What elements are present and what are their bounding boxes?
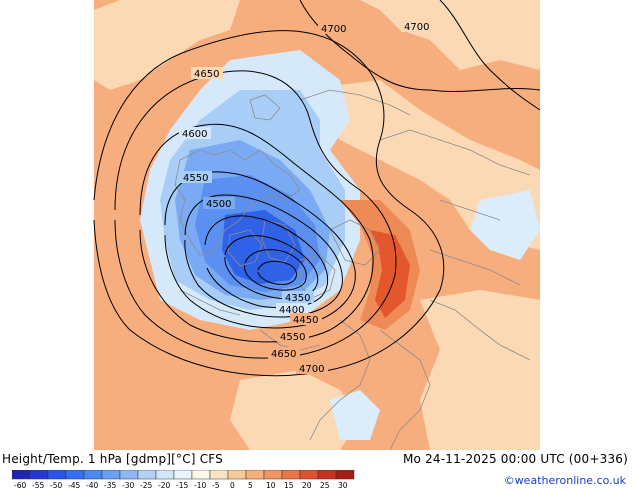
credit-link[interactable]: ©weatheronline.co.uk	[503, 474, 626, 487]
contour-label: 4550	[280, 332, 305, 343]
contour-labels: 4700 4700 4650 4600 4550 4500 4350 4400 …	[179, 20, 433, 375]
temperature-field	[94, 0, 540, 450]
colorbar-tick-label: 25	[320, 481, 330, 490]
colorbar-tick-label: -15	[176, 481, 188, 490]
colorbar-tick-label: 30	[338, 481, 348, 490]
colorbar-tick-label: -35	[104, 481, 116, 490]
colorbar-tick-label: 15	[284, 481, 294, 490]
left-margin	[0, 0, 94, 450]
contour-label: 4600	[182, 129, 207, 140]
colorbar-tick-label: -40	[86, 481, 98, 490]
colorbar-tick-label: -20	[158, 481, 170, 490]
colorbar-swatch	[299, 470, 319, 480]
colorbar-swatch	[173, 470, 193, 480]
colorbar-tick-label: -25	[140, 481, 152, 490]
colorbar-tick-label: -5	[212, 481, 220, 490]
colorbar-swatch	[137, 470, 157, 480]
colorbar-swatch	[281, 470, 301, 480]
colorbar-tick-label: 0	[230, 481, 235, 490]
colorbar-tick-label: -55	[32, 481, 44, 490]
colorbar-swatch	[83, 470, 103, 480]
colorbar-tick-label: 10	[266, 481, 276, 490]
colorbar-swatch	[65, 470, 85, 480]
colorbar-swatch	[29, 470, 49, 480]
colorbar-tick-label: -30	[122, 481, 134, 490]
contour-label: 4400	[279, 305, 304, 316]
colorbar-tick-label: 5	[248, 481, 253, 490]
colorbar-swatch	[47, 470, 67, 480]
colorbar-tick-label: 20	[302, 481, 312, 490]
contour-label: 4700	[321, 24, 346, 35]
contour-label: 4700	[404, 22, 429, 33]
colorbar-swatch	[191, 470, 211, 480]
colorbar-swatch	[101, 470, 121, 480]
colorbar-swatch	[335, 470, 355, 480]
contour-label: 4450	[293, 315, 318, 326]
colorbar-tick-label: -45	[68, 481, 80, 490]
contour-label: 4500	[206, 199, 231, 210]
colorbar-swatch	[245, 470, 265, 480]
colorbar-tick-label: -50	[50, 481, 62, 490]
colorbar-swatch	[227, 470, 247, 480]
contour-label: 4650	[271, 349, 296, 360]
colorbar-tick-label: -10	[194, 481, 206, 490]
contour-label: 4550	[183, 173, 208, 184]
valid-time: Mo 24-11-2025 00:00 UTC (00+336)	[402, 452, 628, 466]
colorbar-swatch	[317, 470, 337, 480]
footer: Height/Temp. 1 hPa [gdmp][°C] CFS Mo 24-…	[0, 450, 634, 490]
colorbar: -60 -55 -50 -45 -40 -35 -30 -25 -20 -15 -10 -5 0 5 10 1…	[12, 470, 355, 490]
colorbar-swatch	[155, 470, 175, 480]
contour-label: 4650	[194, 69, 219, 80]
map-title: Height/Temp. 1 hPa [gdmp][°C] CFS	[2, 452, 223, 466]
colorbar-tick-label: -60	[14, 481, 26, 490]
colorbar-swatch	[119, 470, 139, 480]
contour-label: 4700	[299, 364, 324, 375]
weather-map: 4700 4700 4650 4600 4550 4500 4350 4400 …	[0, 0, 634, 450]
colorbar-swatch	[209, 470, 229, 480]
colorbar-swatch	[263, 470, 283, 480]
right-margin	[540, 0, 634, 450]
coastlines	[174, 89, 531, 450]
contour-label: 4350	[285, 293, 310, 304]
colorbar-swatch	[12, 470, 31, 480]
